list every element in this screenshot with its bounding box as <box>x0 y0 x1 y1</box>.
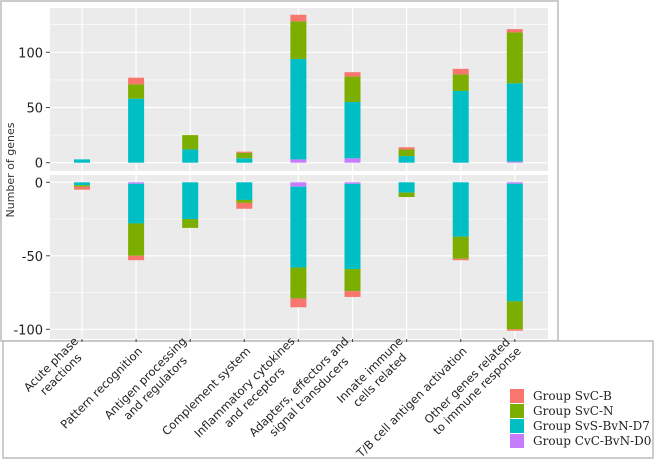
bar-segment-up <box>128 84 145 99</box>
bar-segment-down <box>128 182 145 184</box>
bar-segment-up <box>128 77 145 85</box>
bar-segment-down <box>74 182 90 186</box>
bar-segment-up <box>344 101 361 159</box>
bar-segment-down <box>452 182 469 237</box>
bar-segment-up <box>236 151 253 153</box>
legend-label: Group SvC-N <box>533 404 614 418</box>
bar-segment-down <box>236 202 253 209</box>
bar-segment-up <box>398 156 415 163</box>
bar-segment-down <box>344 291 361 297</box>
legend-label: Group SvC-B <box>533 389 612 403</box>
bar-segment-down <box>290 267 307 299</box>
bar-segment-down <box>128 183 145 224</box>
lower-frame <box>2 340 654 459</box>
bar-segment-down <box>290 298 307 308</box>
bar-segment-up <box>452 68 469 75</box>
bar-segment-down <box>506 183 523 302</box>
bar-segment-down <box>452 258 469 261</box>
bar-segment-up <box>182 149 199 163</box>
bar-segment-up <box>344 158 361 163</box>
bar-segment-down <box>344 182 361 184</box>
bar-segment-up <box>398 147 415 150</box>
bar-segment-down <box>236 199 253 203</box>
bar-segment-down <box>290 182 307 187</box>
bar-segment-up <box>290 58 307 160</box>
legend-label: Group CvC-BvN-D0 <box>533 434 651 448</box>
y-tick-label: 0 <box>35 157 43 172</box>
bar-segment-up <box>344 76 361 102</box>
bar-segment-up <box>290 159 307 163</box>
legend-swatch <box>510 419 524 433</box>
bar-segment-down <box>290 186 307 268</box>
bar-segment-down <box>128 255 145 261</box>
bar-segment-down <box>344 269 361 292</box>
bar-segment-down <box>182 182 199 220</box>
bar-segment-down <box>74 185 90 187</box>
bar-segment-up <box>236 158 253 163</box>
y-axis-label: Number of genes <box>4 122 17 217</box>
y-tick-label: -50 <box>22 250 43 265</box>
bar-segment-down <box>506 182 523 184</box>
bar-segment-down <box>344 183 361 270</box>
bar-segment-down <box>236 182 253 200</box>
bar-segment-up <box>182 135 199 150</box>
bar-segment-up <box>74 159 90 163</box>
bar-segment-up <box>506 29 523 33</box>
bar-segment-up <box>236 152 253 159</box>
bar-segment-down <box>398 182 415 193</box>
bar-segment-down <box>506 329 523 331</box>
y-tick-label: 50 <box>26 102 43 117</box>
bar-segment-down <box>74 186 90 190</box>
bar-segment-up <box>452 90 469 163</box>
bar-segment-up <box>506 161 523 163</box>
bar-segment-down <box>452 236 469 259</box>
legend-swatch <box>510 434 524 448</box>
bar-segment-down <box>398 192 415 197</box>
bar-segment-down <box>128 223 145 256</box>
bar-segment-down <box>506 301 523 330</box>
legend-label: Group SvS-BvN-D7 <box>533 419 650 433</box>
bar-segment-up <box>290 14 307 22</box>
bar-segment-up <box>290 21 307 59</box>
y-tick-label: 100 <box>18 46 43 61</box>
bar-segment-up <box>398 149 415 157</box>
y-tick-label: 0 <box>35 176 43 191</box>
legend-swatch <box>510 404 524 418</box>
bar-segment-down <box>182 219 199 228</box>
bar-segment-up <box>452 74 469 91</box>
bar-segment-up <box>344 72 361 77</box>
legend-swatch <box>510 389 524 403</box>
bar-segment-up <box>506 32 523 84</box>
y-tick-label: -100 <box>13 323 43 338</box>
bar-segment-up <box>506 83 523 162</box>
bar-segment-up <box>128 98 145 163</box>
